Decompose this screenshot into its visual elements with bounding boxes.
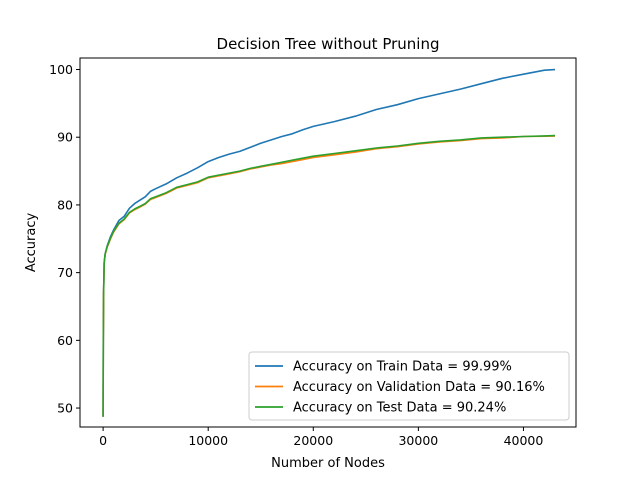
x-tick-label: 20000 <box>293 433 333 448</box>
legend-label: Accuracy on Test Data = 90.24% <box>293 401 506 416</box>
legend-label: Accuracy on Train Data = 99.99% <box>293 360 512 375</box>
legend-box <box>248 351 570 421</box>
y-tick-label: 80 <box>57 197 73 212</box>
y-tick-label: 90 <box>57 130 73 145</box>
y-axis-ticks: 50 60 70 80 90 100 <box>49 62 80 416</box>
legend-label: Accuracy on Validation Data = 90.16% <box>293 380 545 395</box>
series-line-3 <box>102 134 556 417</box>
y-tick-label: 70 <box>57 265 73 280</box>
x-tick-label: 0 <box>99 433 107 448</box>
chart-title: Decision Tree without Pruning <box>217 35 440 53</box>
series-layer <box>102 68 556 417</box>
x-axis-ticks: 0 10000 20000 30000 40000 <box>99 427 543 448</box>
y-axis-label: Accuracy <box>24 213 39 273</box>
x-tick-label: 30000 <box>398 433 438 448</box>
y-tick-label: 50 <box>57 401 73 416</box>
x-tick-label: 40000 <box>504 433 544 448</box>
y-tick-label: 100 <box>49 62 73 77</box>
legend-items: Accuracy on Train Data = 99.99% Accuracy … <box>255 360 545 416</box>
legend: Accuracy on Train Data = 99.99% Accuracy … <box>248 351 570 421</box>
x-tick-label: 10000 <box>188 433 228 448</box>
x-axis-label: Number of Nodes <box>271 456 385 471</box>
plot-frame <box>79 57 577 428</box>
y-tick-label: 60 <box>57 333 73 348</box>
